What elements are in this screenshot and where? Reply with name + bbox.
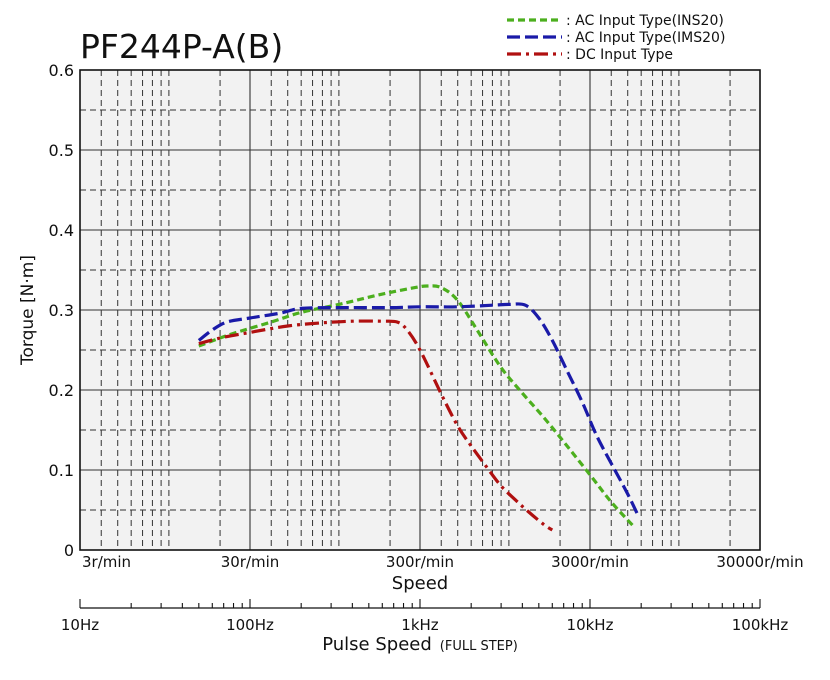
y-axis-label: Torque [N·m] [18,255,38,366]
y-tick-label: 0.4 [49,221,74,240]
chart-title: PF244P-A(B) [80,27,283,66]
pulse-tick-label: 1kHz [401,616,439,634]
y-tick-label: 0 [64,541,74,560]
pulse-tick-label: 10kHz [567,616,614,634]
x-tick-label: 30000r/min [716,553,803,571]
legend: : AC Input Type(INS20): AC Input Type(IM… [507,13,725,63]
x-tick-label: 300r/min [386,553,454,571]
pulse-speed-axis: 10Hz 100Hz 1kHz 10kHz 100kHz [61,599,788,634]
x-tick-label: 3r/min [82,553,131,571]
pulse-speed-label-main: Pulse Speed [322,634,432,655]
y-tick-label: 0.5 [49,141,74,160]
legend-label-0: : AC Input Type(INS20) [566,13,724,29]
legend-label-1: : AC Input Type(IMS20) [566,30,725,46]
series-layer [197,284,639,532]
grid [80,70,760,550]
x-tick-label: 3000r/min [551,553,629,571]
x-tick-label: 30r/min [221,553,280,571]
y-axis-ticks: 0 0.1 0.2 0.3 0.4 0.5 0.6 [49,61,74,560]
y-tick-label: 0.1 [49,461,74,480]
pulse-speed-label: Pulse Speed (FULL STEP) [322,634,518,655]
series-line-0 [198,284,636,529]
x-axis-ticks: 3r/min 30r/min 300r/min 3000r/min 30000r/min [82,553,804,571]
legend-label-2: : DC Input Type [566,47,673,63]
pulse-speed-label-suffix: (FULL STEP) [440,639,518,654]
series-line-1 [197,302,639,515]
x-axis-label: Speed [392,573,448,594]
pulse-tick-label: 100Hz [226,616,274,634]
pulse-tick-label: 100kHz [732,616,789,634]
series-line-2 [198,319,554,532]
y-tick-label: 0.6 [49,61,74,80]
plot-frame [79,69,761,551]
pulse-tick-label: 10Hz [61,616,99,634]
y-tick-label: 0.3 [49,301,74,320]
y-tick-label: 0.2 [49,381,74,400]
